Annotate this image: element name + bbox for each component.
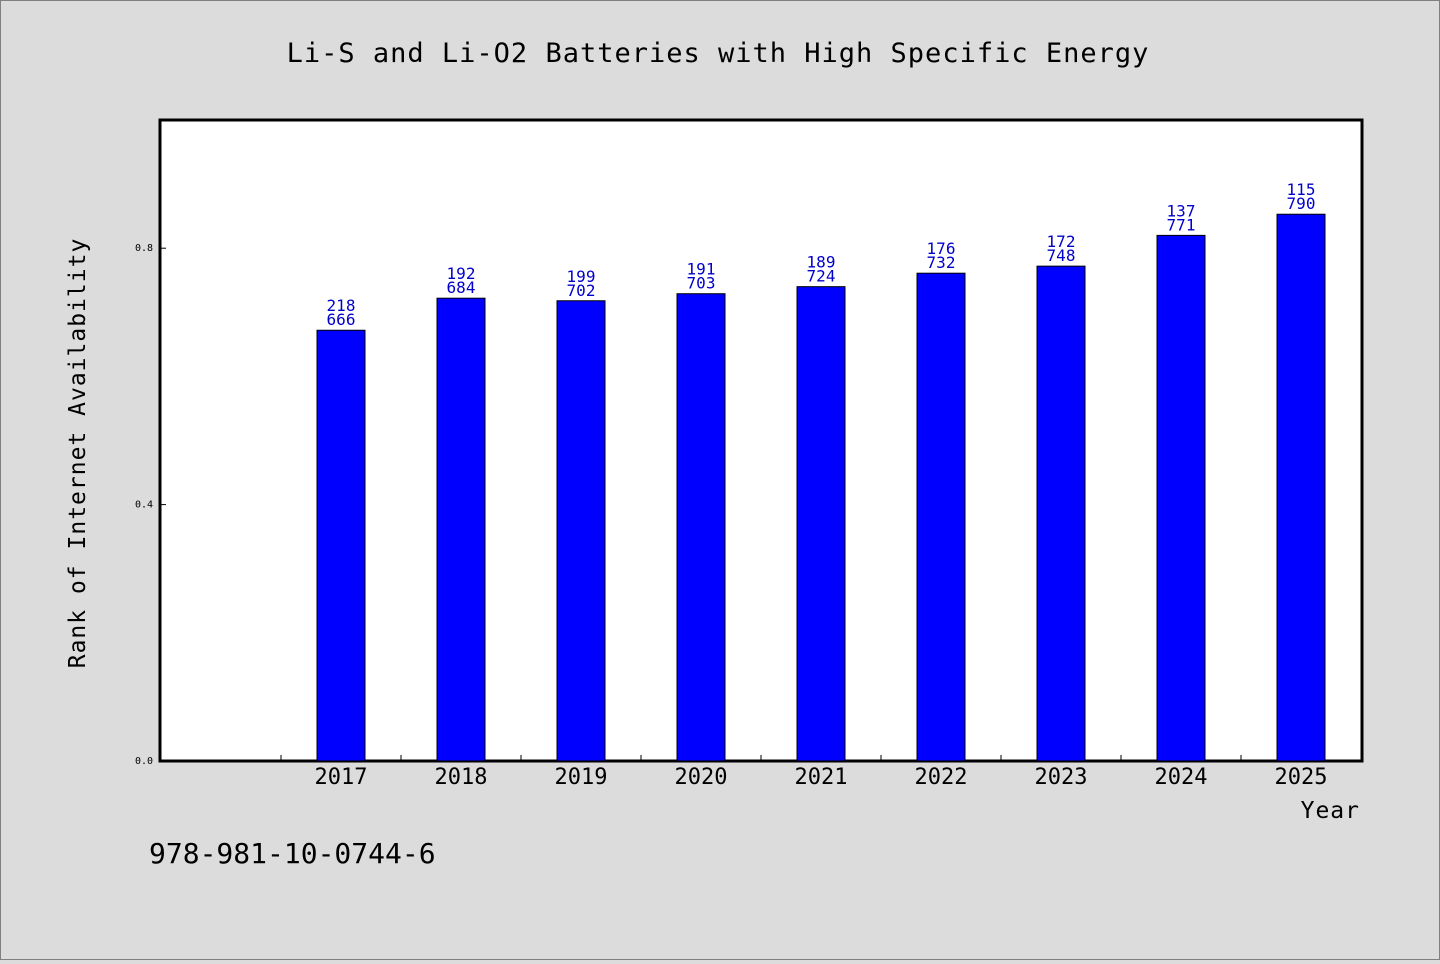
y-tick-label: 0.0 [135, 756, 153, 767]
bar [1276, 213, 1326, 762]
bar-series [316, 213, 1326, 762]
x-tick-label: 2023 [1035, 765, 1088, 790]
bar [676, 293, 726, 762]
x-tick-label: 2017 [315, 765, 368, 790]
bar-label-top: 137 [1167, 201, 1196, 220]
bar-label-top: 218 [327, 296, 356, 315]
x-tick-label: 2018 [435, 765, 488, 790]
bar-label-bottom: 771 [1167, 215, 1196, 234]
bar-label-top: 199 [567, 267, 596, 286]
y-tick-label: 0.4 [135, 500, 153, 511]
bar [436, 297, 486, 762]
bar [1156, 234, 1206, 762]
bar-label-bottom: 732 [927, 253, 956, 272]
footer-code: 978-981-10-0744-6 [149, 837, 436, 870]
chart-title: Li-S and Li-O2 Batteries with High Speci… [287, 38, 1150, 69]
x-tick-labels: 2017 2018 2019 2020 2021 2022 2023 2024 2025 [315, 765, 1328, 790]
bar [916, 272, 966, 762]
bar-label-bottom: 748 [1047, 246, 1076, 265]
bar-label-top: 115 [1287, 180, 1316, 199]
y-axis-label: Rank of Internet Availability [65, 238, 91, 669]
x-tick-label: 2024 [1155, 765, 1208, 790]
x-tick-label: 2022 [915, 765, 968, 790]
bar-label-top: 176 [927, 239, 956, 258]
bar-label-bottom: 702 [567, 281, 596, 300]
bar [796, 286, 846, 762]
bar-label-top: 191 [687, 260, 716, 279]
x-axis-ticks [280, 755, 1362, 761]
x-tick-label: 2025 [1275, 765, 1328, 790]
bar-label-bottom: 703 [687, 274, 716, 293]
bar-label-top: 192 [447, 264, 476, 283]
bar-label-bottom: 724 [807, 267, 836, 286]
bar-label-top: 172 [1047, 232, 1076, 251]
y-axis-ticks: 0.0 0.4 0.8 [135, 243, 166, 767]
y-tick-label: 0.8 [135, 243, 153, 254]
x-tick-label: 2021 [795, 765, 848, 790]
bar-label-bottom: 790 [1287, 194, 1316, 213]
bar-label-bottom: 666 [327, 310, 356, 329]
bar-label-bottom: 684 [447, 278, 476, 297]
bar [316, 329, 366, 762]
x-tick-label: 2019 [555, 765, 608, 790]
bar-data-labels: 2186661926841997021917031897241767321727… [327, 180, 1316, 329]
x-tick-label: 2020 [675, 765, 728, 790]
bar-label-top: 189 [807, 253, 836, 272]
x-axis-label: Year [1301, 798, 1360, 824]
bar [1036, 265, 1086, 762]
bar [556, 300, 606, 762]
